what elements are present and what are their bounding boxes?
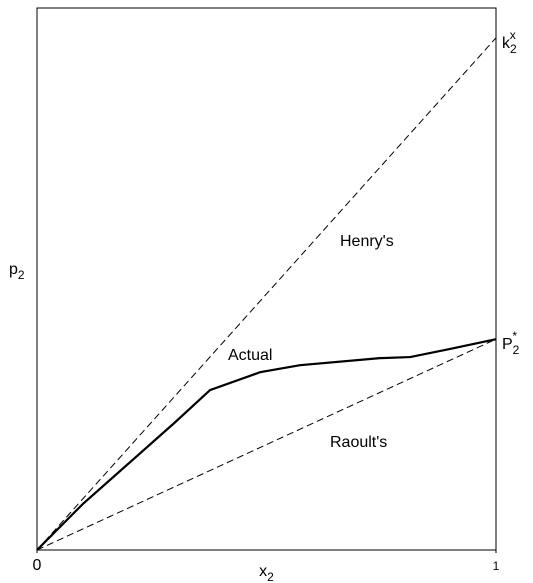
annotation-sup: x bbox=[510, 28, 516, 42]
x-axis-label-sub: 2 bbox=[267, 570, 274, 583]
annotation: k2x bbox=[502, 28, 517, 56]
series-line bbox=[36, 338, 497, 551]
x-tick-label: 1 bbox=[493, 559, 500, 573]
y-axis-label-sub: 2 bbox=[18, 268, 25, 282]
series-label: Actual bbox=[228, 347, 272, 364]
series-label: Henry's bbox=[340, 233, 394, 250]
frame bbox=[36, 7, 497, 551]
annotation-base: k bbox=[502, 35, 511, 52]
y-axis-label-base: p bbox=[9, 261, 18, 278]
annotation-sub: 2 bbox=[513, 343, 520, 357]
series-label: Raoult's bbox=[330, 434, 387, 451]
annotation-sup: * bbox=[512, 329, 517, 343]
annotation-base: P bbox=[502, 336, 513, 353]
x-axis-label-base: x bbox=[259, 563, 267, 580]
annotation: P2* bbox=[502, 329, 520, 357]
y-axis-label: p2 bbox=[9, 261, 25, 282]
annotation-sub: 2 bbox=[510, 42, 517, 56]
x-axis-label: x2 bbox=[259, 563, 274, 583]
x-tick-label: 0 bbox=[33, 557, 42, 574]
series-line bbox=[36, 37, 497, 551]
series-line bbox=[36, 338, 497, 551]
